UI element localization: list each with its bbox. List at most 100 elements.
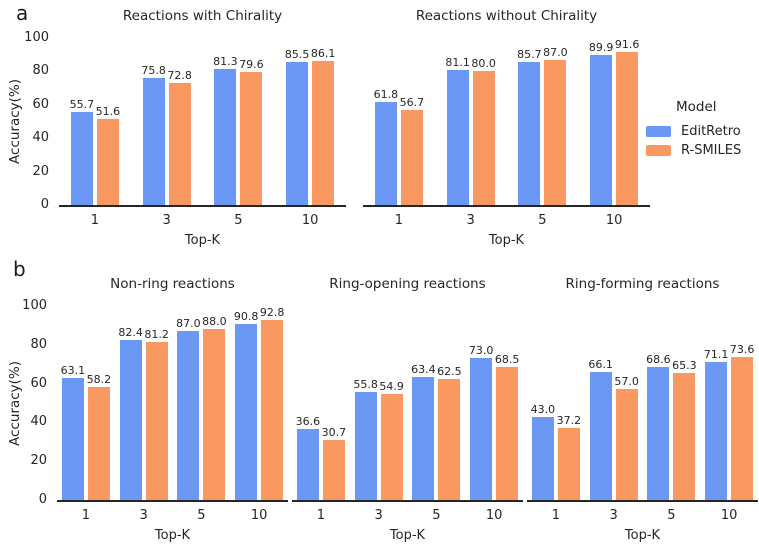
x-axis-label: Top-K xyxy=(624,528,661,543)
bar-editretro: 61.8 xyxy=(374,88,398,205)
x-tick-label: 10 xyxy=(720,508,738,523)
bar-value-label: 57.0 xyxy=(614,375,639,389)
bar-value-label: 51.6 xyxy=(95,104,121,118)
bar-value-label: 89.9 xyxy=(588,40,614,54)
bar-groups: 43.0 37.2 66.1 57.0 68.6 65.3 71.1 73.6 xyxy=(527,306,758,500)
bar-value-label: 54.9 xyxy=(379,379,404,393)
chart-title: Reactions with Chirality xyxy=(122,8,283,24)
y-tick-label: 40 xyxy=(32,130,49,146)
x-tick-labels: 1 3 5 10 xyxy=(292,508,523,523)
bar-editretro: 66.1 xyxy=(588,358,613,500)
bar-group: 63.4 62.5 xyxy=(408,306,466,500)
x-tick-label: 10 xyxy=(605,213,623,228)
x-tick-labels: 1 3 5 10 xyxy=(363,213,650,228)
bar-r-smiles: 86.1 xyxy=(311,47,335,205)
bar-value-label: 71.1 xyxy=(703,348,729,362)
x-tick-label: 3 xyxy=(466,213,475,228)
bar-group: 89.9 91.6 xyxy=(578,38,650,205)
bar-group: 63.1 58.2 xyxy=(57,306,115,500)
bar-editretro: 85.5 xyxy=(285,48,309,205)
y-tick-label: 100 xyxy=(22,298,47,313)
legend-entry-label: EditRetro xyxy=(681,124,741,139)
bar-value-label: 85.7 xyxy=(517,47,542,61)
bar-r-smiles: 88.0 xyxy=(202,315,227,500)
bar-r-smiles: 57.0 xyxy=(614,375,639,500)
bar-group: 61.8 56.7 xyxy=(363,38,435,205)
bar-r-smiles: 58.2 xyxy=(87,373,111,500)
bar-value-label: 81.1 xyxy=(445,55,470,69)
bar-value-label: 73.6 xyxy=(729,343,755,357)
x-tick-label: 1 xyxy=(316,508,326,523)
bar-groups: 36.6 30.7 55.8 54.9 63.4 62.5 73.0 68.5 xyxy=(292,306,523,500)
bar-r-smiles: 80.0 xyxy=(471,57,496,205)
x-tick-labels: 1 3 5 10 xyxy=(59,213,346,228)
bar-group: 87.0 88.0 xyxy=(173,306,231,500)
x-tick-label: 10 xyxy=(250,508,268,523)
x-tick-label: 5 xyxy=(197,508,206,523)
x-tick-label: 5 xyxy=(234,213,243,228)
x-tick-label: 1 xyxy=(394,213,404,228)
x-tick-label: 1 xyxy=(81,508,91,523)
bar-value-label: 36.6 xyxy=(295,415,321,428)
bar-editretro: 81.3 xyxy=(213,55,238,205)
bar-r-smiles: 72.8 xyxy=(167,69,192,205)
bar-value-label: 68.6 xyxy=(646,352,671,366)
panel-b-label: b xyxy=(13,257,26,281)
bar-group: 55.8 54.9 xyxy=(350,306,408,500)
bar-value-label: 75.8 xyxy=(141,64,166,78)
bar-r-smiles: 51.6 xyxy=(96,105,120,205)
bar-value-label: 63.1 xyxy=(60,363,86,377)
bar-group: 81.1 80.0 xyxy=(435,38,507,205)
bar-value-label: 30.7 xyxy=(321,426,347,440)
bar-value-label: 81.2 xyxy=(144,328,169,342)
bar-value-label: 82.4 xyxy=(118,326,143,340)
bar-value-label: 79.6 xyxy=(239,58,264,72)
bar-editretro: 55.8 xyxy=(353,378,378,500)
x-axis-label: Top-K xyxy=(154,528,191,543)
bar-value-label: 55.8 xyxy=(353,377,378,391)
rsmiles-color-swatch-icon xyxy=(646,145,671,156)
x-axis-label: Top-K xyxy=(389,528,426,543)
editretro-color-swatch-icon xyxy=(646,126,671,137)
bar-editretro: 68.6 xyxy=(646,353,671,500)
x-tick-label: 3 xyxy=(139,508,148,523)
subplot-reactions-without-chirality: Reactions without Chirality 61.8 56.7 81.1 8… xyxy=(363,8,650,248)
x-tick-label: 3 xyxy=(374,508,383,523)
bar-editretro: 63.4 xyxy=(411,363,436,500)
panel-a-label: a xyxy=(16,1,29,25)
bar-value-label: 87.0 xyxy=(543,45,568,59)
bar-editretro: 73.0 xyxy=(469,344,493,500)
bar-value-label: 91.6 xyxy=(614,38,640,52)
bar-r-smiles: 91.6 xyxy=(615,38,639,205)
x-tick-label: 10 xyxy=(301,213,319,228)
bar-value-label: 56.7 xyxy=(399,96,425,110)
y-tick-label: 0 xyxy=(40,197,49,212)
x-tick-label: 3 xyxy=(162,213,171,228)
legend-title: Model xyxy=(676,99,717,115)
bar-value-label: 65.3 xyxy=(672,359,697,373)
bar-group: 66.1 57.0 xyxy=(585,306,643,500)
bar-value-label: 55.7 xyxy=(69,97,95,111)
bar-value-label: 90.8 xyxy=(233,309,259,323)
bar-group: 73.0 68.5 xyxy=(465,306,523,500)
bar-editretro: 81.1 xyxy=(445,56,470,205)
bar-r-smiles: 37.2 xyxy=(557,414,581,500)
y-tick-label: 60 xyxy=(30,375,47,391)
x-axis-label: Top-K xyxy=(184,233,221,248)
bar-groups: 63.1 58.2 82.4 81.2 87.0 88.0 90.8 92.8 xyxy=(57,306,288,500)
x-tick-label: 5 xyxy=(432,508,441,523)
bar-group: 85.5 86.1 xyxy=(274,38,346,205)
bar-group: 75.8 72.8 xyxy=(131,38,203,205)
subplot-non-ring-reactions: Non-ring reactions 63.1 58.2 82.4 81.2 87.0 88… xyxy=(22,276,288,543)
bar-value-label: 37.2 xyxy=(556,413,582,427)
chart-title: Reactions without Chirality xyxy=(415,8,598,24)
legend-entry-label: R-SMILES xyxy=(681,143,742,158)
bar-r-smiles: 65.3 xyxy=(672,359,697,500)
bar-group: 81.3 79.6 xyxy=(203,38,275,205)
bar-value-label: 73.0 xyxy=(468,344,494,358)
y-tick-label: 100 xyxy=(24,30,49,45)
bar-group: 68.6 65.3 xyxy=(643,306,701,500)
bar-value-label: 81.3 xyxy=(213,55,238,69)
bar-value-label: 87.0 xyxy=(176,317,201,331)
bar-value-label: 88.0 xyxy=(202,315,227,329)
